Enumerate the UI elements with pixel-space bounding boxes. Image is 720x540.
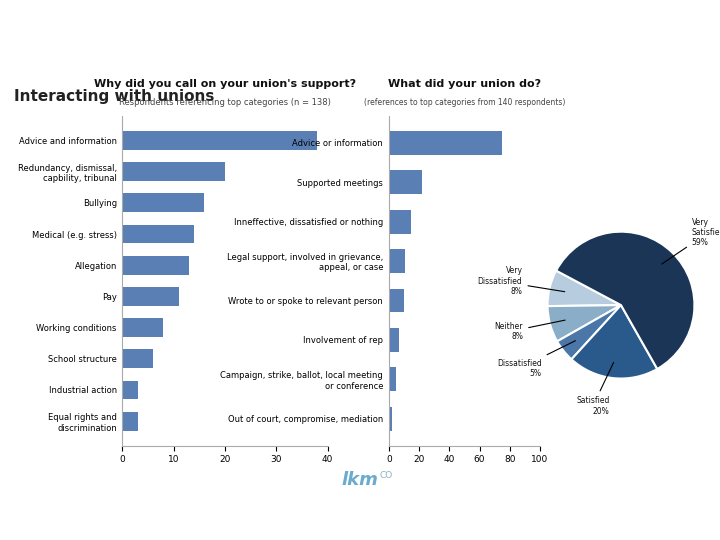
Wedge shape [556,232,694,369]
Text: "The sharpest eyes in education" - "Outstanding support" - "A measurable improve: "The sharpest eyes in education" - "Outs… [43,18,677,29]
Bar [122,349,153,368]
Text: Very
Satisfied
59%: Very Satisfied 59% [662,218,720,264]
Bar [389,210,412,233]
Bar [122,412,138,430]
Bar [122,162,225,181]
Text: "Excellent grasp of the sector & beyond" – "Evidence based opinions": "Excellent grasp of the sector & beyond"… [164,42,556,52]
Text: linfo@lkmco.org - +44(0)7793 370459 - @LKMco – www.lkmco.org.uk: linfo@lkmco.org - +44(0)7793 370459 - @L… [227,525,493,534]
Bar [389,249,405,273]
Bar [389,368,396,391]
Bar [389,171,422,194]
Bar [122,225,194,244]
Bar [389,289,404,312]
Bar [389,407,392,430]
Text: Very
Dissatisfied
8%: Very Dissatisfied 8% [478,266,564,296]
Text: "Society should ensure that all children and young people receive the support th: "Society should ensure that all children… [91,508,629,517]
Wedge shape [548,305,621,341]
Text: Respondents referencing top categories (n = 138): Respondents referencing top categories (… [119,98,331,107]
Text: CO: CO [379,471,392,480]
Bar [122,287,179,306]
Text: lkm: lkm [341,471,379,489]
Bar [122,131,318,150]
Bar [122,256,189,274]
Bar [122,193,204,212]
Text: Interacting with unions: Interacting with unions [14,89,215,104]
Wedge shape [572,305,657,379]
Text: What did your union do?: What did your union do? [388,79,541,89]
Text: Neither
8%: Neither 8% [495,320,565,341]
Bar [389,131,503,155]
Text: Satisfied
20%: Satisfied 20% [576,362,613,415]
Text: Dissatisfied
5%: Dissatisfied 5% [497,341,575,378]
Bar [122,381,138,400]
Bar [389,328,400,352]
Bar [122,318,163,337]
Wedge shape [557,305,621,359]
Text: (references to top categories from 140 respondents): (references to top categories from 140 r… [364,98,565,107]
Wedge shape [548,271,621,306]
Text: Why did you call on your union's support?: Why did you call on your union's support… [94,79,356,89]
